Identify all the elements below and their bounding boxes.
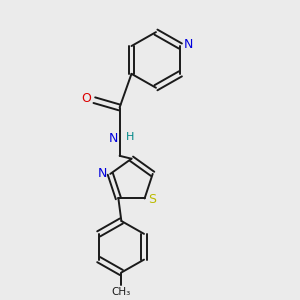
Text: H: H bbox=[126, 131, 134, 142]
Text: S: S bbox=[148, 193, 157, 206]
Text: N: N bbox=[184, 38, 193, 51]
Text: O: O bbox=[81, 92, 91, 105]
Text: N: N bbox=[97, 167, 107, 180]
Text: N: N bbox=[109, 132, 118, 146]
Text: CH₃: CH₃ bbox=[112, 287, 131, 297]
